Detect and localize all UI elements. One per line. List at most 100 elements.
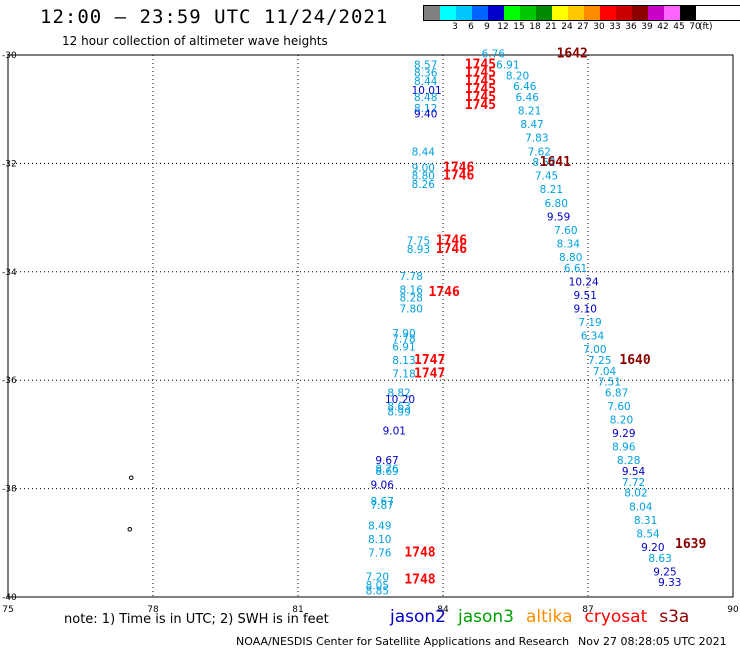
legend-tick-label: 36: [625, 22, 637, 32]
swh-value: 8.28: [617, 455, 640, 467]
lat-tick-label: -30: [2, 51, 17, 61]
swh-value: 8.85: [366, 585, 389, 597]
swh-value: 7.60: [607, 401, 630, 413]
satellite-key-jason3: jason3: [458, 607, 514, 627]
island-marker: [127, 526, 133, 532]
cryosat-pass-label: 1745: [465, 74, 496, 89]
swh-value: 6.91: [496, 60, 519, 72]
axis-ticks: 75 78 81 84 87 90 -30 -32 -34 -36 -38 -40: [2, 51, 739, 615]
lat-tick-label: -34: [2, 268, 17, 278]
legend-swatch: [552, 6, 568, 20]
legend-swatch: [632, 6, 648, 20]
swh-value: 8.52: [532, 157, 555, 169]
swh-labels: 6.766.918.206.466.468.218.477.837.628.52…: [366, 49, 682, 598]
legend-tick-label: 18: [529, 22, 541, 32]
swh-value: 7.72: [622, 477, 645, 489]
swh-value: 7.20: [366, 572, 389, 584]
swh-value: 6.76: [482, 49, 506, 61]
map-title: 12:00 – 23:59 UTC 11/24/2021: [40, 6, 389, 28]
satellite-key-cryosat: cryosat: [584, 607, 648, 627]
swh-value: 7.60: [554, 225, 577, 237]
swh-value: 8.12: [414, 103, 437, 115]
cryosat-pass-label: 1745: [465, 90, 496, 105]
satellite-key: jason2 jason3 altika cryosat s3a: [390, 607, 689, 627]
legend-labels: 3 6 9 12 15 18 21 24 27 30 33 36 39 42 45 70 (ft): [423, 21, 740, 33]
swh-value: 8.54: [636, 528, 660, 540]
map-grid: [8, 55, 733, 597]
swh-value: 8.20: [610, 415, 633, 427]
legend-swatch: [472, 6, 488, 20]
swh-value: 8.99: [387, 406, 410, 418]
legend-swatch: [504, 6, 520, 20]
swh-value: 9.40: [414, 108, 437, 120]
legend-tick-label: 30: [593, 22, 605, 32]
swh-value: 8.48: [414, 92, 437, 104]
swh-value: 8.21: [518, 106, 541, 118]
swh-value: 9.29: [612, 428, 635, 440]
generation-timestamp: Nov 27 08:28:05 UTC 2021: [578, 635, 727, 648]
swh-value: 7.78: [400, 271, 423, 283]
cryosat-pass-label: 1747: [414, 366, 445, 381]
swh-value: 7.18: [392, 368, 415, 380]
cryosat-pass-label: 1746: [429, 285, 460, 300]
legend-tick-label: 27: [577, 22, 589, 32]
s3a-pass-label: 1641: [540, 155, 571, 170]
swh-value: 7.90: [392, 328, 415, 340]
lon-tick-label: 84: [437, 605, 449, 615]
legend-unit: (ft): [699, 22, 713, 32]
swh-value: 8.34: [557, 238, 581, 250]
swh-value: 9.67: [375, 455, 398, 467]
swh-value: 6.61: [564, 263, 587, 275]
swh-value: 10.20: [385, 394, 415, 406]
footer-note: note: 1) Time is in UTC; 2) SWH is in fe…: [64, 612, 329, 627]
legend-tick-label: 33: [609, 22, 621, 32]
swh-value: 7.83: [525, 133, 548, 145]
swh-value: 6.91: [392, 341, 415, 353]
swh-value: 9.51: [574, 290, 597, 302]
legend-tick-label: 24: [561, 22, 573, 32]
swh-value: 6.34: [581, 331, 605, 343]
legend-tick-label: 9: [484, 22, 490, 32]
swh-value: 8.47: [520, 119, 543, 131]
swh-value: 8.16: [400, 284, 424, 296]
legend-swatch: [616, 6, 632, 20]
legend-tick-label: 21: [545, 22, 557, 32]
legend-tick-label: 15: [513, 22, 525, 32]
swh-value: 6.46: [513, 81, 537, 93]
swh-value: 9.06: [371, 480, 395, 492]
lon-tick-label: 78: [147, 605, 159, 615]
lon-tick-label: 75: [2, 605, 13, 615]
legend-swatch: [440, 6, 456, 20]
swh-value: 7.00: [583, 344, 606, 356]
cryosat-pass-label: 1745: [465, 98, 496, 113]
swh-value: 9.59: [547, 211, 570, 223]
plot-border: [7, 54, 734, 598]
lat-tick-label: -40: [2, 593, 17, 603]
cryosat-pass-label: 1747: [414, 353, 445, 368]
credit-line: NOAA/NESDIS Center for Satellite Applica…: [236, 635, 570, 648]
swh-value: 7.45: [535, 171, 558, 183]
lat-tick-label: -38: [2, 485, 17, 495]
lat-tick-label: -32: [2, 159, 17, 169]
swh-value: 8.80: [412, 171, 435, 183]
swh-value: 8.21: [540, 184, 563, 196]
swh-value: 8.63: [648, 553, 671, 565]
swh-value: 8.02: [624, 488, 647, 500]
swh-value: 8.04: [629, 501, 653, 513]
swh-value: 7.75: [407, 236, 430, 248]
swh-value: 8.69: [375, 466, 398, 478]
s3a-pass-label: 1642: [557, 47, 588, 62]
legend-tick-label: 42: [657, 22, 669, 32]
swh-value: 7.80: [400, 303, 423, 315]
swh-value: 7.76: [368, 547, 392, 559]
swh-value: 9.00: [412, 163, 435, 175]
swh-value: 7.19: [578, 317, 601, 329]
legend-swatch: [456, 6, 472, 20]
island-marker: [128, 475, 134, 481]
legend-swatch: [648, 6, 664, 20]
legend-tick-label: 6: [468, 22, 474, 32]
satellite-key-altika: altika: [526, 607, 573, 627]
swh-value: 7.62: [528, 146, 551, 158]
legend-swatch: [680, 6, 696, 20]
swh-value: 10.24: [569, 276, 599, 288]
